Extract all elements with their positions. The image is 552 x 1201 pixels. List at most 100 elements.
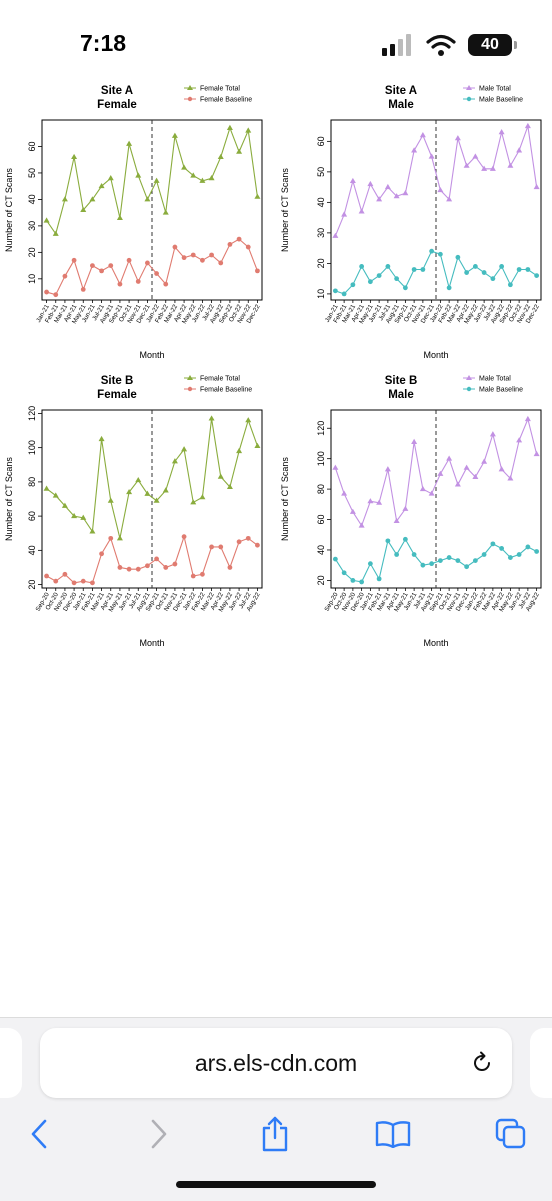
data-point — [472, 153, 479, 159]
address-bar[interactable]: ars.els-cdn.com — [40, 1028, 512, 1098]
data-point — [533, 183, 540, 190]
data-point — [428, 490, 435, 496]
data-point — [411, 438, 418, 444]
data-point — [402, 505, 409, 511]
series-line — [46, 126, 258, 236]
tabs-button[interactable] — [488, 1112, 534, 1156]
chart-site-a-female: Site A Female Female Total Female Baseline 1… — [4, 85, 263, 360]
tabs-icon — [495, 1118, 526, 1149]
data-point — [481, 552, 487, 557]
data-point — [498, 466, 505, 472]
y-tick-label: 100 — [316, 451, 326, 466]
data-point — [116, 535, 123, 541]
series-line — [46, 238, 258, 296]
y-tick-label: 10 — [27, 274, 37, 284]
data-point — [341, 570, 347, 576]
data-point — [516, 437, 523, 443]
status-time: 7:18 — [80, 30, 127, 56]
data-point — [499, 546, 505, 551]
data-point — [429, 561, 435, 567]
home-indicator — [176, 1181, 376, 1188]
data-point — [80, 287, 86, 292]
data-point — [255, 542, 260, 548]
data-point — [53, 578, 59, 584]
chart-title-line: Site A — [101, 85, 133, 97]
data-point — [99, 551, 104, 557]
data-point — [245, 127, 252, 133]
data-point — [332, 464, 339, 470]
data-point — [218, 260, 224, 266]
data-point — [472, 558, 478, 564]
data-point — [393, 193, 400, 199]
y-tick-label: 100 — [27, 440, 37, 455]
data-point — [107, 175, 114, 181]
data-point — [154, 556, 159, 562]
y-tick-label: 120 — [27, 406, 37, 421]
bookmarks-button[interactable] — [370, 1112, 416, 1156]
data-point — [489, 165, 496, 171]
data-point — [61, 502, 68, 508]
data-point — [490, 276, 496, 282]
data-point — [162, 487, 169, 493]
data-point — [507, 162, 514, 168]
data-point — [61, 196, 68, 202]
data-point — [145, 260, 150, 266]
data-point — [153, 497, 160, 503]
chart-site-a-male: Site A Male Male Total Male Baseline 10 20 30 4… — [280, 85, 542, 360]
y-axis-label: Number of CT Scans — [280, 457, 290, 541]
legend-marker — [466, 375, 472, 380]
data-point — [367, 498, 374, 504]
data-point — [437, 186, 444, 193]
forward-button[interactable] — [136, 1112, 182, 1156]
data-point — [463, 162, 470, 168]
data-point — [393, 517, 400, 524]
chart-title-line: Female — [97, 99, 137, 111]
data-point — [411, 147, 418, 153]
y-tick-label: 80 — [316, 484, 326, 494]
data-point — [171, 132, 178, 138]
data-point — [43, 217, 50, 223]
data-point — [71, 580, 77, 586]
y-tick-label: 50 — [27, 168, 37, 178]
legend-label: Male Baseline — [479, 387, 523, 394]
chevron-left-icon — [31, 1119, 47, 1149]
y-tick-label: 30 — [316, 228, 326, 238]
data-point — [367, 279, 373, 285]
data-point — [507, 282, 513, 288]
data-point — [144, 490, 151, 496]
x-axis-label: Month — [139, 638, 164, 648]
data-point — [98, 182, 105, 189]
y-tick-label: 60 — [316, 515, 326, 525]
url-text[interactable]: ars.els-cdn.com — [194, 1050, 358, 1076]
data-point — [71, 257, 77, 263]
data-point — [481, 458, 488, 464]
data-point — [236, 447, 243, 454]
legend-marker — [466, 386, 472, 392]
y-tick-label: 40 — [27, 545, 37, 555]
data-point — [455, 254, 461, 260]
reload-icon[interactable] — [470, 1051, 494, 1075]
data-point — [454, 481, 461, 487]
data-point — [534, 549, 540, 554]
data-point — [533, 450, 540, 457]
status-icons: 40 — [382, 34, 517, 56]
y-tick-label: 40 — [27, 194, 37, 204]
x-axis-label: Month — [423, 638, 448, 648]
data-point — [236, 539, 242, 545]
data-point — [516, 267, 522, 272]
data-point — [455, 558, 461, 564]
data-point — [446, 285, 452, 291]
y-tick-label: 30 — [27, 221, 37, 231]
data-point — [236, 236, 242, 242]
back-button[interactable] — [16, 1112, 62, 1156]
data-point — [43, 485, 50, 491]
legend-marker — [187, 85, 193, 90]
next-tab-peek[interactable] — [530, 1028, 552, 1098]
previous-tab-peek[interactable] — [0, 1028, 22, 1098]
share-button[interactable] — [252, 1112, 298, 1156]
data-point — [62, 273, 68, 279]
data-point — [163, 281, 169, 287]
data-point — [464, 564, 470, 570]
x-axis-label: Month — [139, 350, 164, 360]
data-point — [80, 206, 87, 212]
